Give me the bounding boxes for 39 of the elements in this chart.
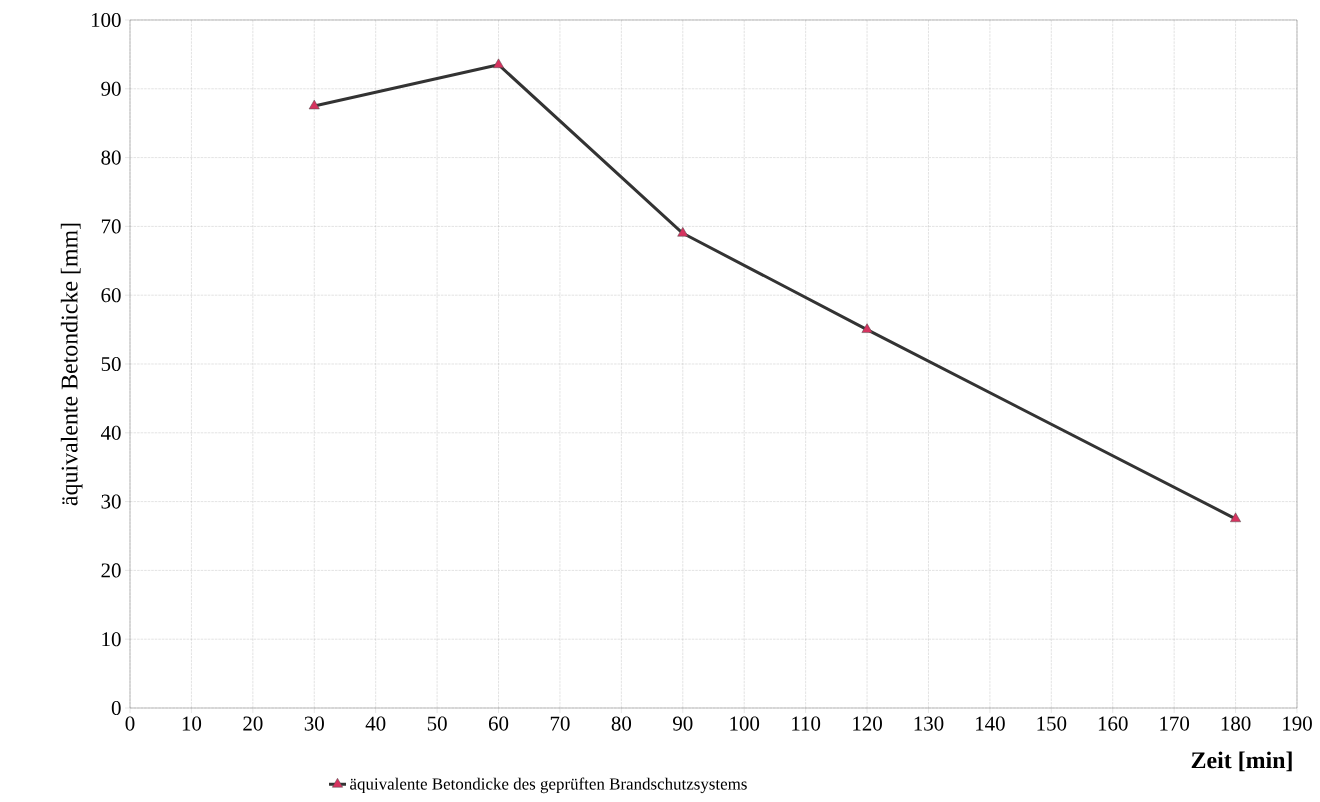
x-tick-label: 60 [488,716,509,731]
x-tick-label: 20 [243,716,263,731]
x-tick-label: 80 [611,716,632,731]
point [493,58,504,68]
point [1230,512,1241,523]
x-tick-label: 140 [976,716,1005,731]
x-axis-title: Zeit [min] [1191,751,1292,772]
x-tick-label: 30 [304,716,324,731]
x-tick-label: 50 [427,716,447,731]
y-axis-title: äquivalente Betondicke [mm] [60,223,83,506]
x-tick-label: 70 [550,716,570,731]
y-tick-label: 100 [91,12,121,28]
y-tick-label: 80 [101,150,121,165]
x-tick-label: 10 [182,716,202,731]
y-tick-label: 20 [101,563,121,578]
x-tick-label: 0 [125,716,135,731]
y-tick-label: 60 [101,288,121,303]
y-tick-label: 40 [100,425,121,440]
y-tick-label: 0 [111,700,121,716]
point [861,323,873,333]
point [308,99,320,110]
y-tick-label: 70 [101,219,121,234]
y-tick-label: 10 [102,632,121,647]
x-tick-label: 90 [673,716,693,731]
y-tick-label: 30 [101,494,121,509]
x-tick-label: 100 [730,716,760,731]
x-tick-label: 160 [1098,716,1128,731]
x-tick-label: 130 [914,716,944,731]
x-tick-label: 110 [792,716,821,731]
x-tick-label: 180 [1221,716,1251,731]
legend-label: äquivalente Betondicke des geprüften Brandschutzsystems [350,777,747,794]
y-tick-label: 50 [101,356,121,372]
x-tick-label: 190 [1283,716,1312,731]
x-tick-label: 150 [1037,716,1067,731]
x-tick-label: 40 [365,716,386,731]
x-tick-label: 120 [853,716,882,731]
x-tick-label: 170 [1160,716,1190,731]
point [677,227,689,237]
y-tick-label: 90 [101,81,121,96]
